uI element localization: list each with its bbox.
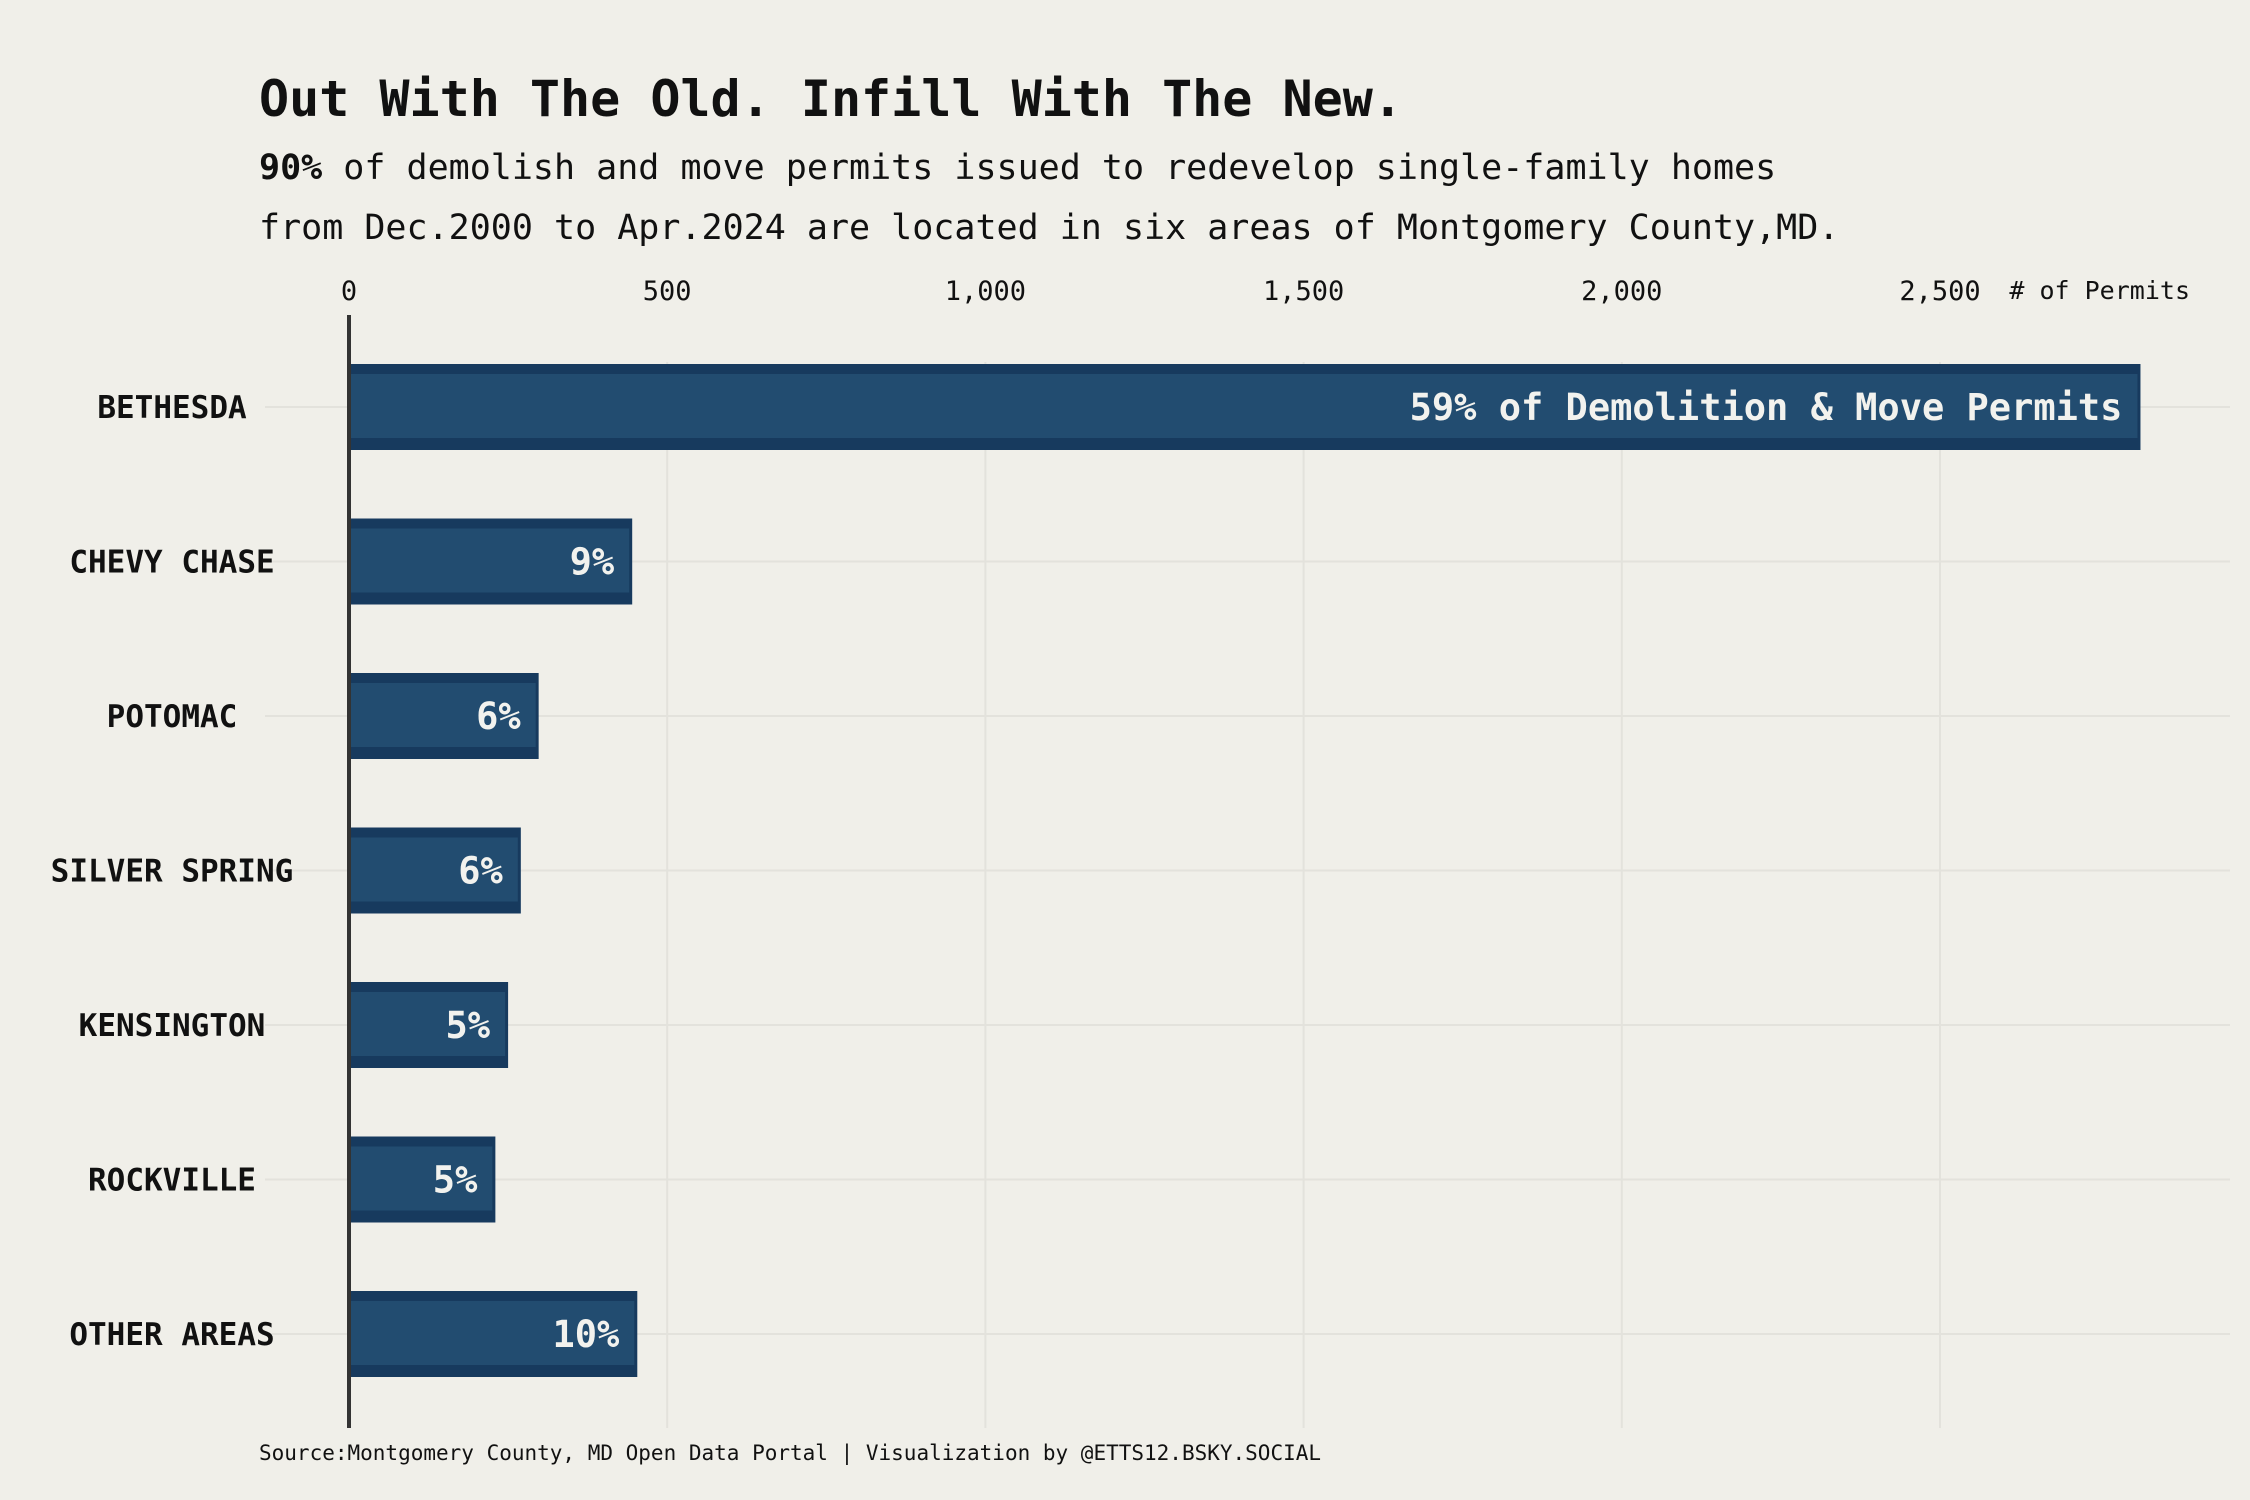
bar-data-label: 9% xyxy=(570,541,615,584)
chart-subtitle: 90% of demolish and move permits issued … xyxy=(259,138,1839,258)
x-tick-label: 1,000 xyxy=(945,276,1026,307)
bar-data-label: 5% xyxy=(433,1159,478,1202)
bar-fill xyxy=(349,837,518,902)
bar-data-label: 5% xyxy=(446,1004,491,1047)
chart-title: Out With The Old. Infill With The New. xyxy=(259,70,1403,128)
bar-fill xyxy=(349,1146,493,1211)
subtitle-line-2: from Dec.2000 to Apr.2024 are located in… xyxy=(259,208,1840,248)
x-tick-label: 0 xyxy=(341,276,357,307)
category-label: POTOMAC xyxy=(107,699,238,735)
subtitle-highlight: 90% xyxy=(259,148,323,188)
category-label: KENSINGTON xyxy=(79,1008,266,1044)
subtitle-line-1: 90% of demolish and move permits issued … xyxy=(259,138,1839,198)
x-axis-label: # of Permits xyxy=(2009,276,2190,305)
subtitle-line-1-text: of demolish and move permits issued to r… xyxy=(322,148,1777,188)
x-tick-label: 500 xyxy=(643,276,692,307)
bar-fill xyxy=(349,528,630,593)
bar-fill xyxy=(349,992,506,1056)
x-tick-label: 1,500 xyxy=(1263,276,1344,307)
x-tick-label: 2,000 xyxy=(1581,276,1662,307)
category-label: OTHER AREAS xyxy=(69,1317,274,1353)
bar-fill xyxy=(349,683,536,747)
category-label: CHEVY CHASE xyxy=(69,545,274,581)
bars: 59% of Demolition & Move Permits 9% 6% 6% 5%… xyxy=(349,364,2141,1377)
bar-fill xyxy=(349,1301,635,1365)
category-label: ROCKVILLE xyxy=(88,1163,256,1199)
category-labels: BETHESDA CHEVY CHASE POTOMAC SILVER SPRING K… xyxy=(51,390,294,1353)
bar-fill xyxy=(349,374,2138,438)
category-label: SILVER SPRING xyxy=(51,854,294,890)
source-caption: Source:Montgomery County, MD Open Data P… xyxy=(259,1441,1322,1465)
bar-data-label: 6% xyxy=(458,850,503,893)
x-tick-label: 2,500 xyxy=(1899,276,1980,307)
bar-data-label: 10% xyxy=(552,1313,620,1356)
x-axis-ticks: 0 500 1,000 1,500 2,000 2,500 xyxy=(341,276,1981,307)
bar-data-label: 59% of Demolition & Move Permits xyxy=(1410,386,2123,429)
bar-data-label: 6% xyxy=(476,695,521,738)
category-label: BETHESDA xyxy=(97,390,247,426)
